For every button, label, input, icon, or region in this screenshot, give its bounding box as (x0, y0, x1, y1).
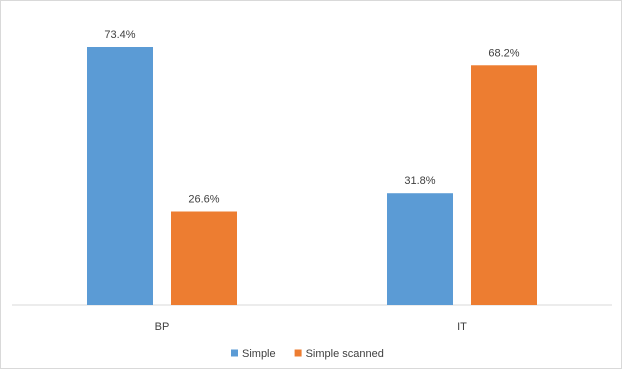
legend-label-simple: Simple (242, 348, 276, 360)
bar-simple-scanned-it (471, 65, 537, 306)
data-label-simple-scanned-bp: 26.6% (188, 194, 219, 206)
bar-simple-bp (87, 47, 153, 305)
legend-swatch-simple-scanned (294, 349, 302, 357)
x-tick-label-it: IT (457, 321, 467, 333)
bars-group (87, 47, 537, 306)
data-labels-group: 73.4% 26.6% 31.8% 68.2% (104, 29, 519, 206)
legend-label-simple-scanned: Simple scanned (306, 348, 384, 360)
bar-simple-scanned-bp (171, 211, 237, 305)
legend-swatch-simple (231, 349, 238, 357)
data-label-simple-bp: 73.4% (104, 29, 135, 41)
x-tick-label-bp: BP (155, 321, 170, 333)
legend: Simple Simple scanned (231, 348, 384, 360)
x-tick-labels-group: BP IT (155, 321, 468, 333)
bar-simple-it (387, 193, 453, 305)
data-label-simple-it: 31.8% (404, 175, 435, 187)
data-label-simple-scanned-it: 68.2% (488, 47, 519, 59)
